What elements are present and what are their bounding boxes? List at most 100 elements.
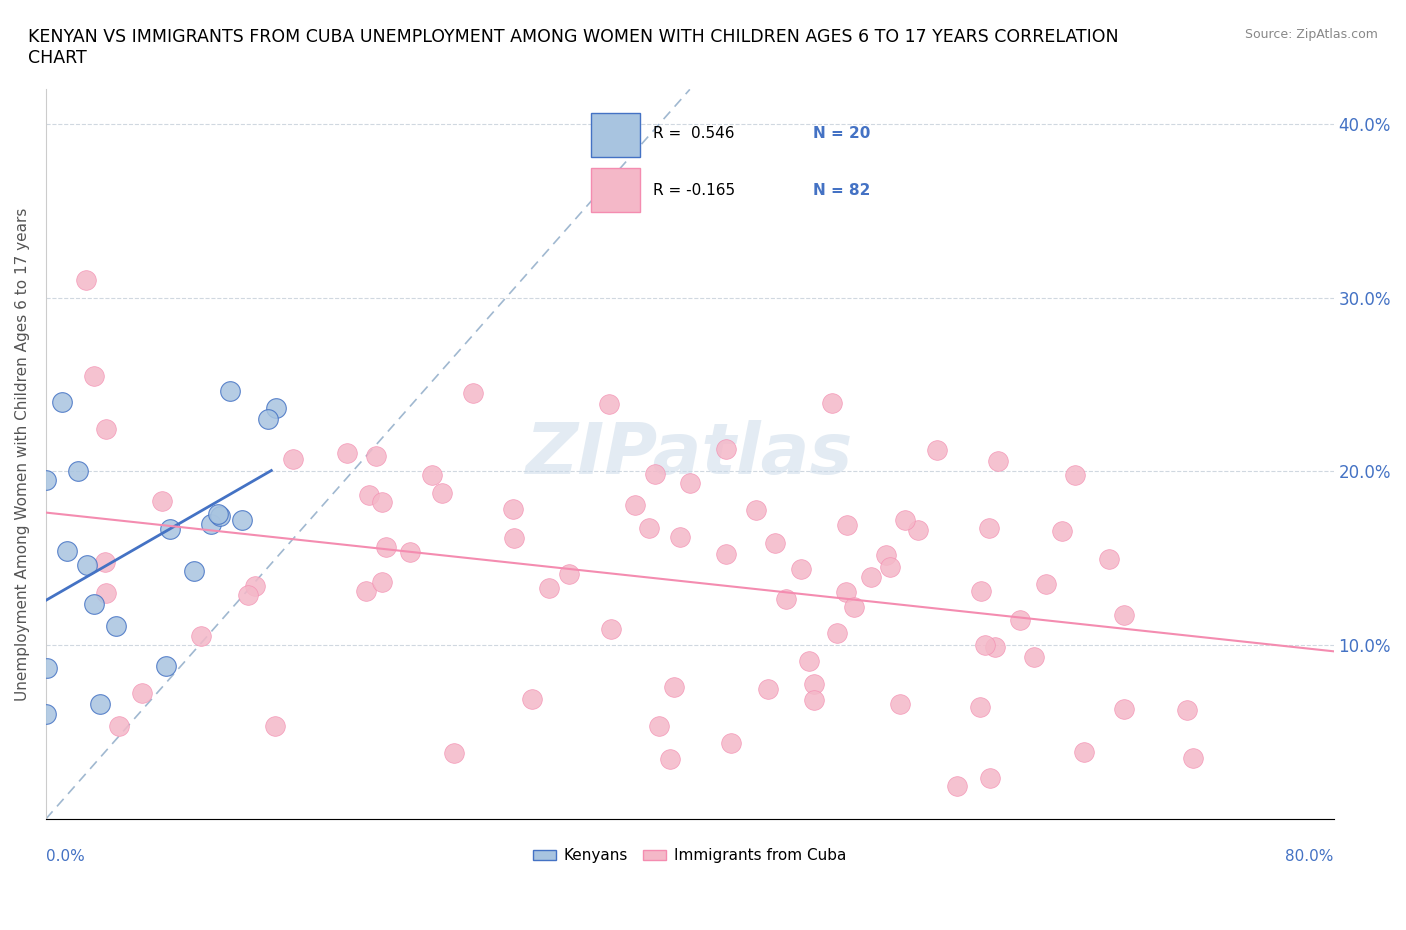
Point — [1022, 649, 1045, 664]
Point — [461, 385, 484, 400]
Point — [662, 680, 685, 695]
Point — [256, 411, 278, 426]
Point — [1097, 552, 1119, 567]
Point — [502, 501, 524, 516]
Y-axis label: Unemployment Among Women with Children Ages 6 to 17 years: Unemployment Among Women with Children A… — [15, 207, 30, 701]
Point — [894, 512, 917, 527]
Point — [714, 442, 737, 457]
Point — [398, 545, 420, 560]
Point — [977, 521, 1000, 536]
Point — [1050, 524, 1073, 538]
Point — [159, 522, 181, 537]
Point — [359, 487, 381, 502]
Point — [264, 400, 287, 415]
Point — [969, 699, 991, 714]
Point — [598, 396, 620, 411]
Point — [1112, 702, 1135, 717]
Point — [207, 506, 229, 521]
Point — [659, 752, 682, 767]
Point — [94, 422, 117, 437]
Point — [825, 626, 848, 641]
Point — [889, 697, 911, 711]
Point — [94, 554, 117, 569]
Point — [264, 718, 287, 733]
Point — [35, 660, 58, 675]
Point — [879, 560, 901, 575]
Point — [987, 454, 1010, 469]
Point — [648, 719, 671, 734]
Point — [209, 509, 232, 524]
Point — [281, 452, 304, 467]
Point — [1008, 613, 1031, 628]
Point — [775, 591, 797, 606]
Point — [668, 529, 690, 544]
Point — [907, 523, 929, 538]
Point — [624, 497, 647, 512]
Point — [108, 718, 131, 733]
Point — [371, 575, 394, 590]
Point — [75, 273, 97, 288]
Point — [364, 448, 387, 463]
Point — [183, 564, 205, 578]
Legend: Kenyans, Immigrants from Cuba: Kenyans, Immigrants from Cuba — [527, 843, 852, 870]
Point — [637, 521, 659, 536]
Point — [763, 536, 786, 551]
Text: Source: ZipAtlas.com: Source: ZipAtlas.com — [1244, 28, 1378, 41]
Point — [243, 578, 266, 593]
Point — [835, 585, 858, 600]
Point — [370, 495, 392, 510]
Point — [218, 384, 240, 399]
Point — [67, 464, 90, 479]
Point — [522, 692, 544, 707]
Point — [1073, 745, 1095, 760]
Point — [537, 580, 560, 595]
Text: KENYAN VS IMMIGRANTS FROM CUBA UNEMPLOYMENT AMONG WOMEN WITH CHILDREN AGES 6 TO : KENYAN VS IMMIGRANTS FROM CUBA UNEMPLOYM… — [28, 28, 1119, 67]
Point — [51, 394, 73, 409]
Point — [1063, 468, 1085, 483]
Point — [803, 693, 825, 708]
Point — [420, 468, 443, 483]
Point — [56, 544, 79, 559]
Point — [238, 588, 260, 603]
Point — [790, 561, 813, 576]
Point — [354, 584, 377, 599]
Point — [231, 512, 253, 527]
Point — [200, 517, 222, 532]
Point — [1182, 751, 1205, 765]
Point — [842, 599, 865, 614]
Point — [974, 638, 997, 653]
Point — [83, 597, 105, 612]
Text: 80.0%: 80.0% — [1285, 849, 1334, 864]
Point — [430, 485, 453, 500]
Text: 0.0%: 0.0% — [46, 849, 84, 864]
Point — [983, 639, 1005, 654]
Point — [821, 395, 844, 410]
Point — [35, 706, 58, 721]
Point — [503, 531, 526, 546]
Point — [860, 570, 883, 585]
Point — [76, 557, 98, 572]
Point — [946, 778, 969, 793]
Point — [744, 502, 766, 517]
Point — [1175, 703, 1198, 718]
Point — [925, 442, 948, 457]
Point — [558, 566, 581, 581]
Point — [1035, 577, 1057, 591]
Point — [375, 539, 398, 554]
Point — [970, 583, 993, 598]
Point — [679, 475, 702, 490]
Point — [803, 677, 825, 692]
Point — [105, 618, 128, 633]
Point — [96, 585, 118, 600]
Point — [83, 368, 105, 383]
Point — [875, 548, 897, 563]
Point — [1112, 608, 1135, 623]
Point — [644, 467, 666, 482]
Point — [837, 517, 859, 532]
Point — [797, 654, 820, 669]
Point — [336, 445, 359, 460]
Point — [714, 546, 737, 561]
Point — [979, 770, 1001, 785]
Point — [720, 736, 742, 751]
Point — [443, 746, 465, 761]
